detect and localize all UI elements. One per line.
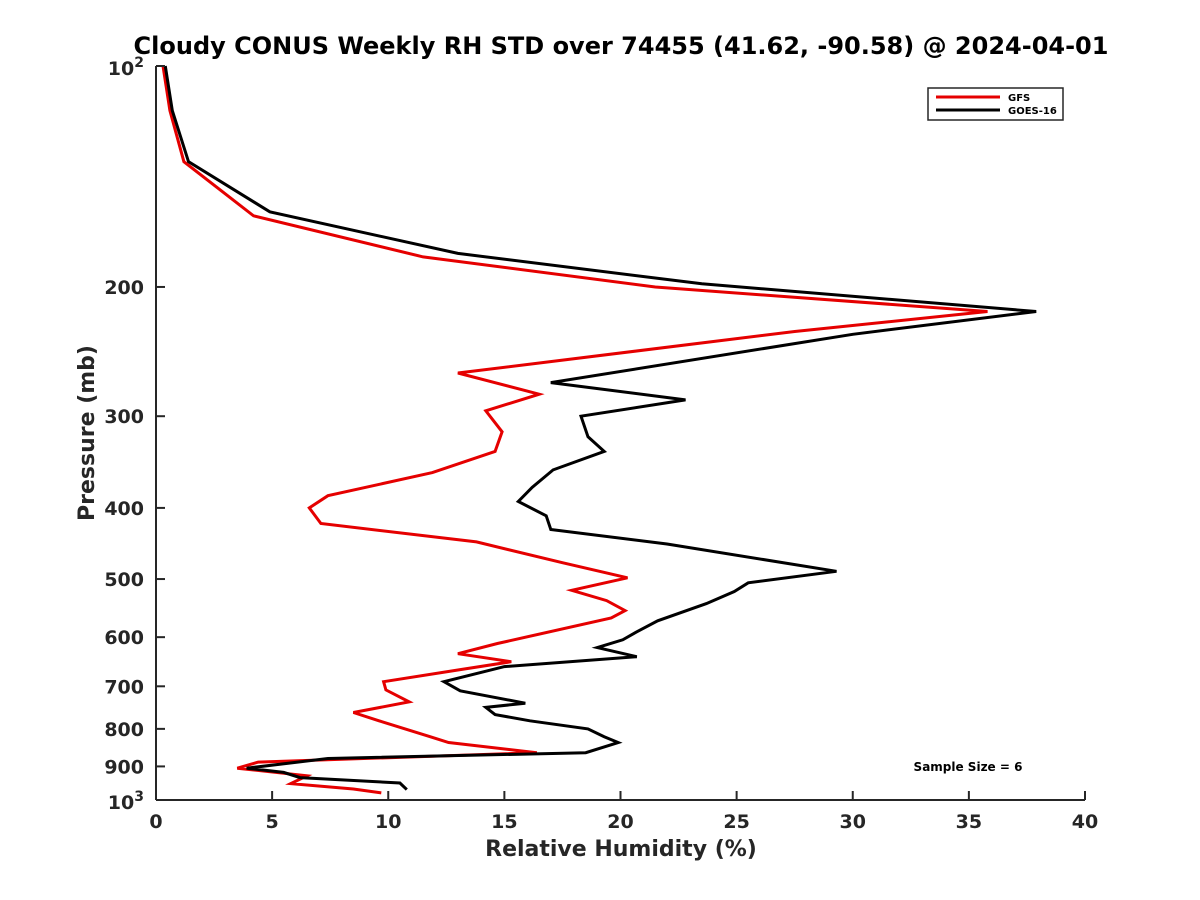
- plot-area: [156, 66, 1085, 800]
- x-tick-label: 35: [956, 811, 982, 833]
- y-tick-label: 700: [104, 676, 144, 698]
- axes-layer: 0 5 10 15 20 25 30 35 40102200300400500600700800…: [104, 55, 1098, 833]
- y-tick-label: 300: [104, 406, 144, 428]
- x-tick-label: 40: [1072, 811, 1098, 833]
- legend-label: GFS: [1008, 93, 1030, 104]
- x-tick-label: 5: [266, 811, 279, 833]
- y-tick-label: 500: [104, 569, 144, 591]
- x-tick-label: 20: [607, 811, 633, 833]
- x-tick-label: 15: [491, 811, 517, 833]
- x-axis-label: Relative Humidity (%): [485, 837, 757, 862]
- x-tick-label: 25: [723, 811, 749, 833]
- sample-size-annotation: Sample Size = 6: [914, 760, 1023, 774]
- y-tick-label: 200: [104, 277, 144, 299]
- chart-title: Cloudy CONUS Weekly RH STD over 74455 (4…: [134, 32, 1109, 60]
- series-layer: [161, 65, 1037, 795]
- x-tick-label: 30: [840, 811, 866, 833]
- series-line-goes-16: [163, 65, 1037, 791]
- y-tick-label: 900: [104, 756, 144, 778]
- x-tick-label: 0: [149, 811, 162, 833]
- y-tick-label: 400: [104, 498, 144, 520]
- y-tick-label: 800: [104, 719, 144, 741]
- plot-background: [156, 66, 1085, 800]
- y-tick-label: 600: [104, 627, 144, 649]
- series-line-gfs: [161, 65, 988, 795]
- legend: GFS GOES-16: [927, 87, 1064, 121]
- x-tick-label: 10: [375, 811, 401, 833]
- legend-box: [927, 87, 1064, 121]
- y-axis-label: Pressure (mb): [75, 345, 100, 521]
- legend-label: GOES-16: [1008, 106, 1057, 117]
